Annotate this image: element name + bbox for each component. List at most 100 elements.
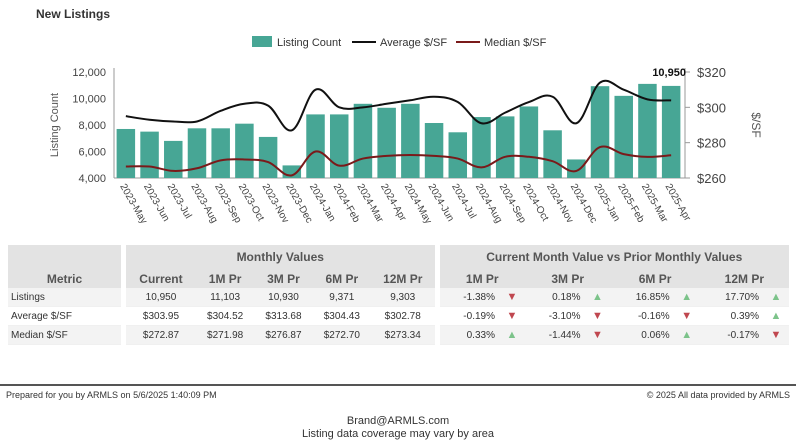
monthly-value: 9,371 — [312, 288, 371, 307]
metric-label: Average $/SF — [8, 306, 121, 326]
column-gap — [121, 288, 126, 307]
table-row: Median $/SF $272.87 $271.98 $276.87 $272.70 $… — [8, 325, 789, 345]
bar-2024-Jan — [306, 114, 325, 178]
y-right-axis-title: $/SF — [749, 112, 763, 137]
monthly-column-header: 3M Pr — [254, 269, 313, 288]
down-arrow-icon: ▼ — [498, 288, 525, 307]
bar-2025-Mar — [638, 83, 657, 178]
monthly-column-header: Current — [126, 269, 196, 288]
down-arrow-icon: ▼ — [498, 306, 525, 326]
legend-swatch-listing-count — [252, 36, 272, 47]
compare-column-header: 12M Pr — [699, 269, 789, 288]
percent-change: 0.18% — [524, 288, 585, 307]
up-arrow-icon: ▲ — [673, 325, 700, 345]
monthly-value: $273.34 — [370, 325, 435, 345]
y-left-tick-label: 10,000 — [72, 94, 106, 106]
metric-column-header: Metric — [8, 269, 121, 288]
monthly-values-table: Monthly Values Current Month Value vs Pr… — [8, 245, 789, 345]
average-psf-line — [125, 79, 672, 132]
metric-label: Median $/SF — [8, 325, 121, 345]
up-arrow-icon: ▲ — [763, 306, 789, 326]
bar-2025-Feb — [614, 95, 633, 178]
column-gap — [121, 269, 126, 288]
legend-label: Average $/SF — [380, 37, 447, 49]
down-arrow-icon: ▼ — [584, 325, 611, 345]
bar-2024-Apr — [377, 107, 396, 178]
monthly-value: $303.95 — [126, 306, 196, 326]
y-left-axis-title: Listing Count — [49, 93, 61, 157]
y-left-tick-label: 8,000 — [78, 120, 106, 132]
monthly-column-header: 12M Pr — [370, 269, 435, 288]
monthly-value: 11,103 — [195, 288, 255, 307]
copyright-text: © 2025 All data provided by ARMLS — [646, 390, 790, 400]
percent-change: -3.10% — [524, 306, 585, 326]
bar-data-label: 10,950 — [652, 67, 686, 79]
up-arrow-icon: ▲ — [498, 325, 525, 345]
footer-divider — [0, 384, 796, 386]
monthly-value: $313.68 — [254, 306, 313, 326]
metric-label: Listings — [8, 288, 121, 307]
percent-change: 16.85% — [610, 288, 674, 307]
bar-2023-Jun — [140, 131, 159, 178]
bar-2024-Feb — [329, 114, 349, 178]
bar-2024-Oct — [519, 106, 539, 178]
up-arrow-icon: ▲ — [673, 288, 700, 307]
percent-change: 0.06% — [610, 325, 674, 345]
page-title: New Listings — [36, 7, 111, 21]
bar-2024-Jun — [424, 123, 444, 178]
percent-change: -1.44% — [524, 325, 585, 345]
column-gap — [121, 306, 126, 326]
bar-2024-Aug — [472, 117, 491, 178]
y-right-tick-label: $280 — [697, 136, 726, 151]
compare-values-header: Current Month Value vs Prior Monthly Val… — [439, 245, 789, 269]
monthly-value: $304.43 — [312, 306, 371, 326]
y-right-tick-label: $320 — [697, 65, 726, 80]
compare-column-header: 1M Pr — [439, 269, 525, 288]
monthly-value: $272.87 — [126, 325, 196, 345]
new-listings-chart: Listing Count Average $/SF Median $/SF 4,00… — [49, 36, 763, 226]
up-arrow-icon: ▲ — [763, 288, 789, 307]
metric-group-header — [8, 245, 121, 269]
column-gap — [434, 288, 440, 307]
bar-2024-Dec — [567, 159, 586, 178]
bar-2023-Nov — [258, 136, 278, 178]
bar-2024-Mar — [353, 103, 373, 178]
bar-2023-Sep — [211, 128, 230, 178]
column-gap — [434, 325, 440, 345]
monthly-value: $304.52 — [195, 306, 255, 326]
y-left-tick-label: 4,000 — [78, 173, 106, 185]
column-gap — [434, 269, 440, 288]
down-arrow-icon: ▼ — [673, 306, 700, 326]
y-left-tick-label: 12,000 — [72, 67, 106, 79]
legend-label: Listing Count — [277, 37, 341, 49]
percent-change: 0.33% — [439, 325, 499, 345]
monthly-column-header: 6M Pr — [312, 269, 371, 288]
monthly-value: $272.70 — [312, 325, 371, 345]
monthly-value: $276.87 — [254, 325, 313, 345]
compare-column-header: 3M Pr — [524, 269, 611, 288]
percent-change: 17.70% — [699, 288, 763, 307]
prepared-by-text: Prepared for you by ARMLS on 5/6/2025 1:… — [6, 390, 217, 400]
percent-change: 0.39% — [699, 306, 763, 326]
percent-change: -0.16% — [610, 306, 674, 326]
column-gap — [121, 325, 126, 345]
y-right-tick-label: $300 — [697, 100, 726, 115]
monthly-value: 10,930 — [254, 288, 313, 307]
legend-label: Median $/SF — [484, 37, 547, 49]
bar-2023-Jul — [164, 140, 183, 178]
bar-2023-Oct — [235, 123, 254, 178]
table-row: Listings 10,950 11,103 10,930 9,371 9,303 -1.3… — [8, 288, 789, 307]
monthly-value: 9,303 — [370, 288, 435, 307]
bar-2023-Aug — [187, 128, 207, 178]
monthly-value: $271.98 — [195, 325, 255, 345]
down-arrow-icon: ▼ — [763, 325, 789, 345]
bar-2023-May — [116, 128, 136, 178]
percent-change: -0.19% — [439, 306, 499, 326]
coverage-note: Listing data coverage may vary by area — [302, 428, 494, 440]
percent-change: -1.38% — [439, 288, 499, 307]
y-right-tick-label: $260 — [697, 171, 726, 186]
up-arrow-icon: ▲ — [584, 288, 611, 307]
bar-2024-Sep — [495, 116, 515, 178]
bar-2024-May — [401, 103, 420, 178]
contact-email: Brand@ARMLS.com — [346, 415, 450, 427]
